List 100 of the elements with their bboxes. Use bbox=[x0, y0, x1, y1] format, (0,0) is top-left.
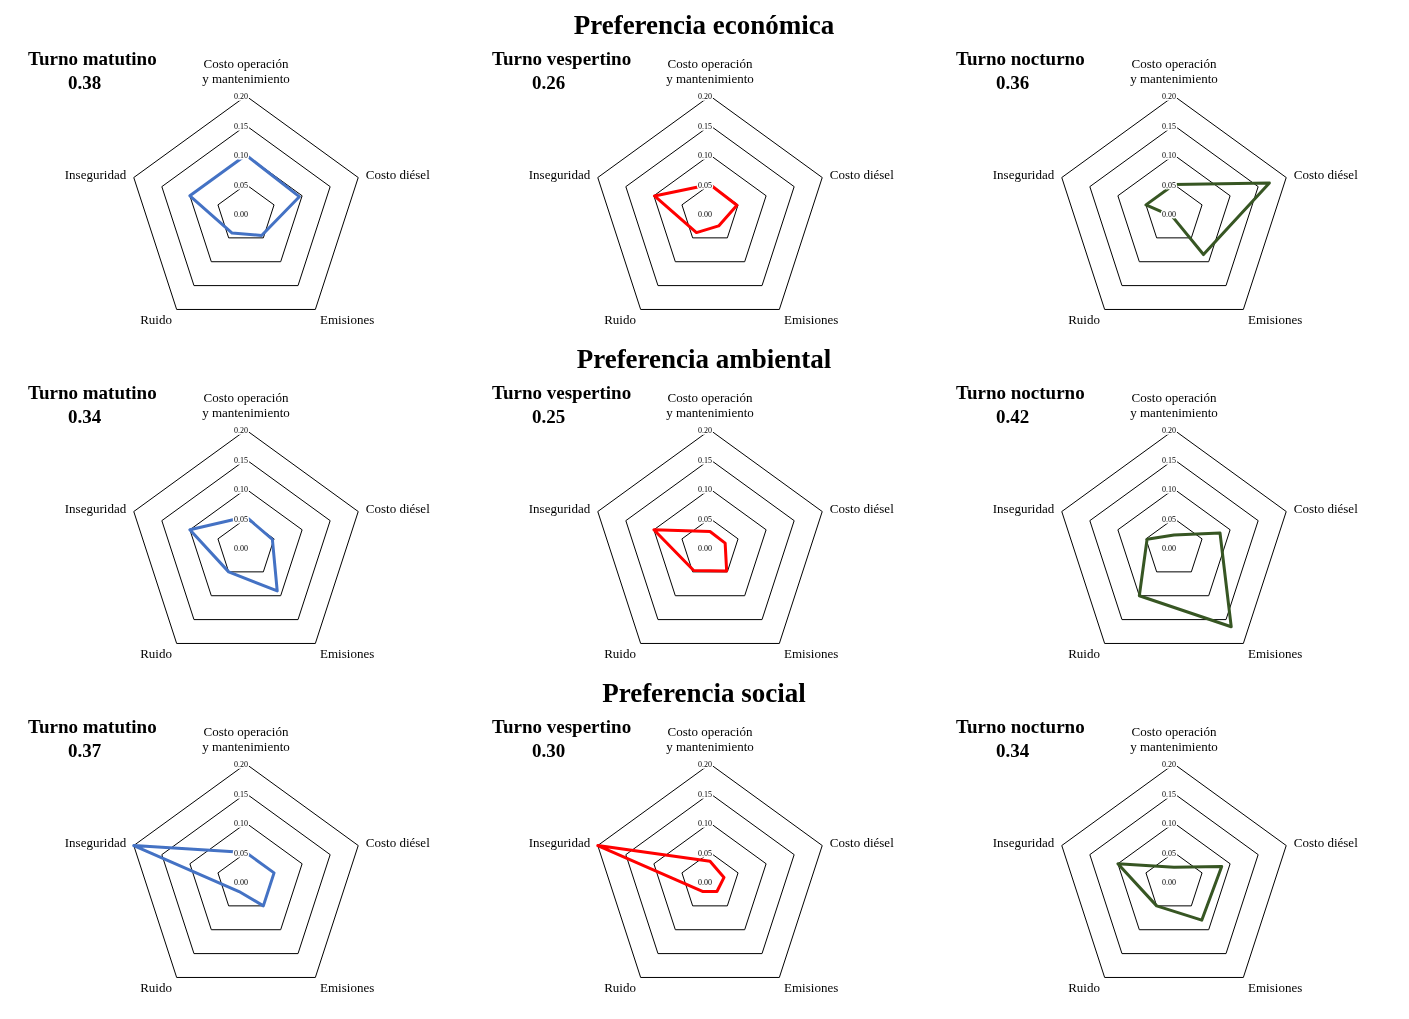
spoke-label: Costo operación y mantenimiento bbox=[202, 390, 290, 420]
y-tick-label: 0.15 bbox=[1162, 455, 1176, 465]
y-tick-label: 0.20 bbox=[1162, 426, 1176, 435]
y-tick-label: 0.20 bbox=[234, 760, 248, 769]
chart-subtitle: Turno vespertino bbox=[492, 48, 632, 70]
text: 0.38 bbox=[68, 72, 103, 94]
y-tick-label: 0.05 bbox=[234, 180, 248, 190]
chart-subtitle: Turno matutino bbox=[28, 48, 157, 70]
y-tick-label: 0.15 bbox=[1162, 121, 1176, 131]
spoke-label: Costo diésel bbox=[1293, 501, 1359, 517]
chart-subtitle: Turno matutino bbox=[28, 382, 157, 404]
y-tick-label: 0.10 bbox=[1162, 485, 1176, 494]
text: 0.42 bbox=[996, 406, 1031, 428]
spoke-label: Inseguridad bbox=[992, 835, 1055, 851]
spoke-label: Costo diésel bbox=[365, 167, 431, 183]
y-tick-label: 0.00 bbox=[1162, 544, 1176, 553]
chart-subtitle: Turno vespertino bbox=[492, 382, 632, 404]
y-tick-label: 0.20 bbox=[698, 760, 712, 769]
spoke-label: Costo operación y mantenimiento bbox=[202, 56, 290, 86]
y-tick-label: 0.00 bbox=[234, 210, 248, 219]
spoke-label: Inseguridad bbox=[64, 167, 127, 183]
spoke-label: Ruido bbox=[604, 645, 636, 661]
spoke-label: Inseguridad bbox=[528, 501, 591, 517]
y-tick-label: 0.00 bbox=[234, 878, 248, 887]
spoke-label: Costo diésel bbox=[365, 501, 431, 517]
y-tick-label: 0.05 bbox=[698, 848, 712, 858]
text: 0.34 bbox=[996, 740, 1031, 762]
y-tick-label: 0.00 bbox=[1162, 878, 1176, 887]
text: 0.36 bbox=[996, 72, 1031, 94]
spoke-label: Emisiones bbox=[784, 311, 839, 327]
y-tick-label: 0.20 bbox=[234, 426, 248, 435]
chart-subtitle: Turno nocturno bbox=[956, 382, 1085, 404]
y-tick-label: 0.15 bbox=[1162, 789, 1176, 799]
spoke-label: Emisiones bbox=[320, 645, 375, 661]
y-tick-label: 0.10 bbox=[698, 151, 712, 160]
chart-title: Preferencia ambiental bbox=[576, 344, 832, 374]
y-tick-label: 0.00 bbox=[698, 544, 712, 553]
spoke-label: Emisiones bbox=[1248, 979, 1303, 995]
y-tick-label: 0.10 bbox=[698, 819, 712, 828]
spoke-label: Ruido bbox=[140, 979, 172, 995]
chart-title: Preferencia social bbox=[602, 678, 806, 708]
y-tick-label: 0.15 bbox=[698, 789, 712, 799]
y-tick-label: 0.00 bbox=[698, 210, 712, 219]
text: 0.25 bbox=[532, 406, 567, 428]
y-tick-label: 0.15 bbox=[698, 121, 712, 131]
y-tick-label: 0.20 bbox=[698, 92, 712, 101]
y-tick-label: 0.00 bbox=[698, 878, 712, 887]
y-tick-label: 0.20 bbox=[698, 426, 712, 435]
spoke-label: Ruido bbox=[140, 645, 172, 661]
spoke-label: Inseguridad bbox=[992, 501, 1055, 517]
spoke-label: Emisiones bbox=[784, 645, 839, 661]
spoke-label: Costo diésel bbox=[829, 501, 895, 517]
y-tick-label: 0.20 bbox=[1162, 92, 1176, 101]
text: 0.26 bbox=[532, 72, 567, 94]
spoke-label: Ruido bbox=[1068, 979, 1100, 995]
spoke-label: Costo operación y mantenimiento bbox=[1130, 56, 1218, 86]
spoke-label: Costo diésel bbox=[1293, 835, 1359, 851]
text: 0.30 bbox=[532, 740, 567, 762]
y-tick-label: 0.15 bbox=[234, 789, 248, 799]
spoke-label: Inseguridad bbox=[64, 835, 127, 851]
spoke-label: Inseguridad bbox=[64, 501, 127, 517]
spoke-label: Emisiones bbox=[320, 979, 375, 995]
spoke-label: Ruido bbox=[604, 979, 636, 995]
y-tick-label: 0.10 bbox=[234, 819, 248, 828]
y-tick-label: 0.10 bbox=[234, 485, 248, 494]
chart-subtitle: Turno vespertino bbox=[492, 716, 632, 738]
chart-subtitle: Turno nocturno bbox=[956, 48, 1085, 70]
y-tick-label: 0.15 bbox=[234, 455, 248, 465]
y-tick-label: 0.05 bbox=[1162, 514, 1176, 524]
spoke-label: Costo operación y mantenimiento bbox=[666, 724, 754, 754]
y-tick-label: 0.15 bbox=[234, 121, 248, 131]
y-tick-label: 0.10 bbox=[1162, 819, 1176, 828]
spoke-label: Inseguridad bbox=[528, 835, 591, 851]
y-tick-label: 0.10 bbox=[234, 151, 248, 160]
chart-title: Preferencia económica bbox=[573, 10, 835, 40]
spoke-label: Costo operación y mantenimiento bbox=[666, 56, 754, 86]
text: 0.37 bbox=[68, 740, 103, 762]
spoke-label: Costo diésel bbox=[829, 835, 895, 851]
y-tick-label: 0.10 bbox=[1162, 151, 1176, 160]
spoke-label: Costo operación y mantenimiento bbox=[1130, 724, 1218, 754]
y-tick-label: 0.10 bbox=[698, 485, 712, 494]
spoke-label: Costo diésel bbox=[1293, 167, 1359, 183]
spoke-label: Costo operación y mantenimiento bbox=[202, 724, 290, 754]
y-tick-label: 0.05 bbox=[698, 514, 712, 524]
y-tick-label: 0.00 bbox=[234, 544, 248, 553]
text: 0.34 bbox=[68, 406, 103, 428]
spoke-label: Ruido bbox=[140, 311, 172, 327]
spoke-label: Ruido bbox=[604, 311, 636, 327]
y-tick-label: 0.20 bbox=[1162, 760, 1176, 769]
y-tick-label: 0.05 bbox=[1162, 848, 1176, 858]
spoke-label: Emisiones bbox=[1248, 311, 1303, 327]
spoke-label: Costo operación y mantenimiento bbox=[1130, 390, 1218, 420]
spoke-label: Ruido bbox=[1068, 645, 1100, 661]
spoke-label: Inseguridad bbox=[992, 167, 1055, 183]
spoke-label: Costo diésel bbox=[829, 167, 895, 183]
spoke-label: Emisiones bbox=[320, 311, 375, 327]
spoke-label: Ruido bbox=[1068, 311, 1100, 327]
spoke-label: Costo diésel bbox=[365, 835, 431, 851]
y-tick-label: 0.15 bbox=[698, 455, 712, 465]
chart-subtitle: Turno nocturno bbox=[956, 716, 1085, 738]
